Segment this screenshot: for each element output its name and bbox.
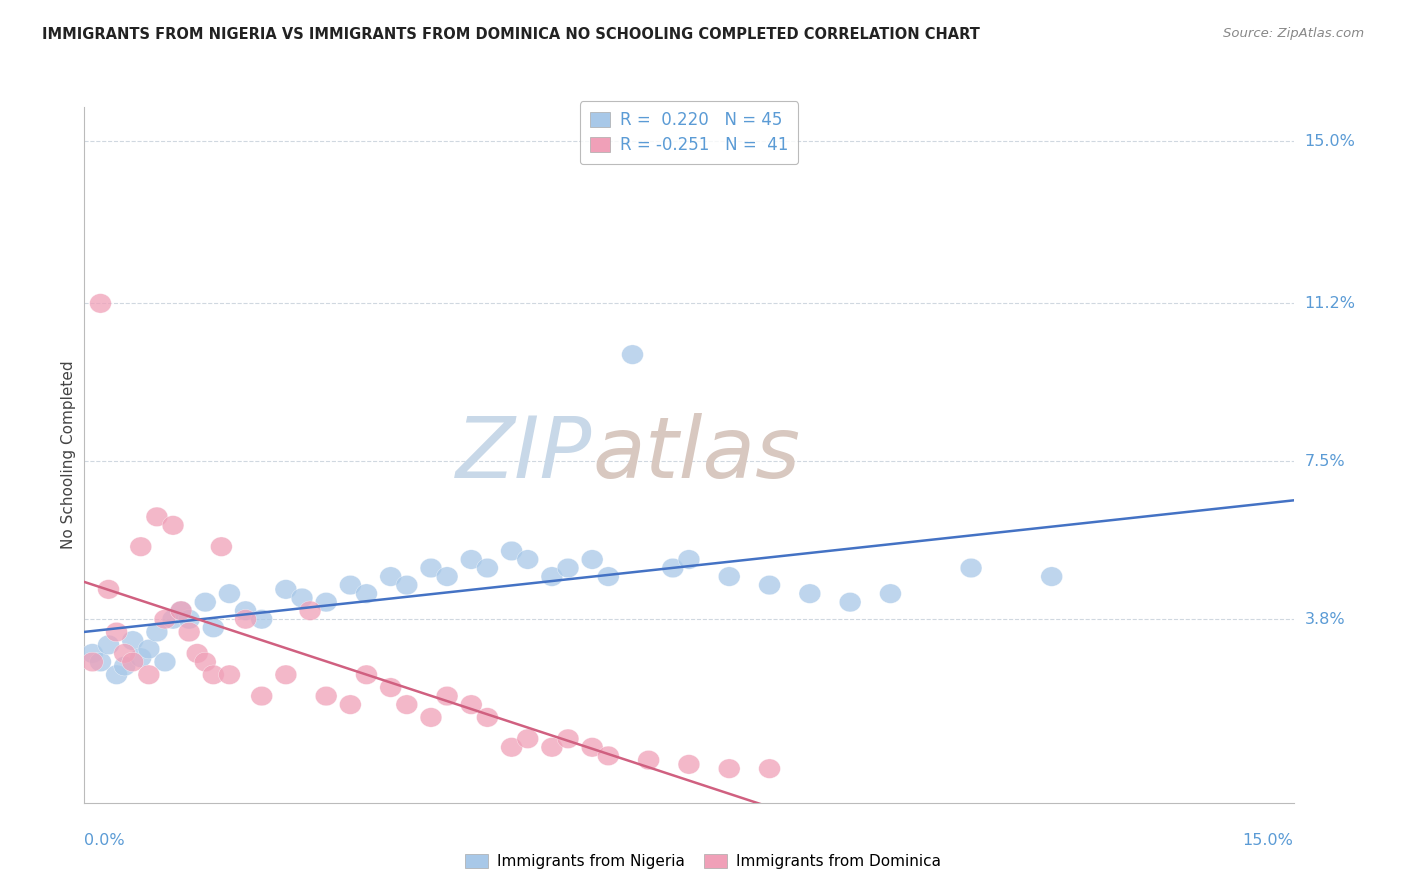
Ellipse shape [97, 635, 120, 655]
Ellipse shape [356, 584, 377, 603]
Ellipse shape [581, 738, 603, 757]
Ellipse shape [250, 686, 273, 706]
Ellipse shape [718, 566, 740, 586]
Ellipse shape [339, 575, 361, 595]
Ellipse shape [598, 746, 619, 765]
Ellipse shape [299, 601, 321, 621]
Text: 7.5%: 7.5% [1305, 454, 1346, 469]
Ellipse shape [396, 695, 418, 714]
Ellipse shape [759, 759, 780, 779]
Ellipse shape [235, 609, 256, 629]
Text: 15.0%: 15.0% [1305, 134, 1355, 149]
Ellipse shape [194, 652, 217, 672]
Text: 11.2%: 11.2% [1305, 296, 1355, 311]
Ellipse shape [122, 652, 143, 672]
Ellipse shape [460, 695, 482, 714]
Ellipse shape [202, 618, 224, 638]
Ellipse shape [155, 652, 176, 672]
Ellipse shape [517, 549, 538, 569]
Ellipse shape [960, 558, 981, 578]
Ellipse shape [105, 623, 128, 642]
Ellipse shape [129, 648, 152, 667]
Ellipse shape [718, 759, 740, 779]
Ellipse shape [202, 665, 224, 684]
Ellipse shape [678, 549, 700, 569]
Legend: Immigrants from Nigeria, Immigrants from Dominica: Immigrants from Nigeria, Immigrants from… [460, 848, 946, 875]
Ellipse shape [662, 558, 683, 578]
Ellipse shape [477, 707, 498, 727]
Ellipse shape [250, 609, 273, 629]
Text: 15.0%: 15.0% [1243, 833, 1294, 848]
Ellipse shape [315, 686, 337, 706]
Ellipse shape [420, 707, 441, 727]
Ellipse shape [557, 558, 579, 578]
Ellipse shape [82, 652, 103, 672]
Ellipse shape [1040, 566, 1063, 586]
Ellipse shape [799, 584, 821, 603]
Ellipse shape [477, 558, 498, 578]
Ellipse shape [541, 738, 562, 757]
Ellipse shape [187, 644, 208, 663]
Ellipse shape [138, 665, 160, 684]
Ellipse shape [501, 541, 523, 561]
Ellipse shape [194, 592, 217, 612]
Ellipse shape [759, 575, 780, 595]
Ellipse shape [581, 549, 603, 569]
Ellipse shape [122, 631, 143, 650]
Ellipse shape [179, 609, 200, 629]
Ellipse shape [501, 738, 523, 757]
Ellipse shape [621, 345, 644, 364]
Text: Source: ZipAtlas.com: Source: ZipAtlas.com [1223, 27, 1364, 40]
Text: 0.0%: 0.0% [84, 833, 125, 848]
Ellipse shape [235, 601, 256, 621]
Ellipse shape [420, 558, 441, 578]
Ellipse shape [380, 566, 402, 586]
Ellipse shape [170, 601, 193, 621]
Ellipse shape [460, 549, 482, 569]
Ellipse shape [170, 601, 193, 621]
Ellipse shape [82, 644, 103, 663]
Ellipse shape [880, 584, 901, 603]
Ellipse shape [276, 665, 297, 684]
Ellipse shape [598, 566, 619, 586]
Ellipse shape [436, 566, 458, 586]
Ellipse shape [339, 695, 361, 714]
Ellipse shape [638, 750, 659, 770]
Ellipse shape [211, 537, 232, 557]
Legend: R =  0.220   N = 45, R = -0.251   N =  41: R = 0.220 N = 45, R = -0.251 N = 41 [579, 102, 799, 164]
Ellipse shape [380, 678, 402, 698]
Ellipse shape [436, 686, 458, 706]
Ellipse shape [162, 516, 184, 535]
Ellipse shape [114, 657, 135, 676]
Text: IMMIGRANTS FROM NIGERIA VS IMMIGRANTS FROM DOMINICA NO SCHOOLING COMPLETED CORRE: IMMIGRANTS FROM NIGERIA VS IMMIGRANTS FR… [42, 27, 980, 42]
Ellipse shape [129, 537, 152, 557]
Text: 3.8%: 3.8% [1305, 612, 1346, 627]
Ellipse shape [678, 755, 700, 774]
Ellipse shape [146, 507, 167, 526]
Ellipse shape [356, 665, 377, 684]
Ellipse shape [90, 293, 111, 313]
Ellipse shape [90, 652, 111, 672]
Text: ZIP: ZIP [456, 413, 592, 497]
Ellipse shape [97, 580, 120, 599]
Ellipse shape [179, 623, 200, 642]
Ellipse shape [162, 609, 184, 629]
Ellipse shape [146, 623, 167, 642]
Ellipse shape [105, 665, 128, 684]
Y-axis label: No Schooling Completed: No Schooling Completed [60, 360, 76, 549]
Ellipse shape [541, 566, 562, 586]
Ellipse shape [218, 665, 240, 684]
Ellipse shape [276, 580, 297, 599]
Ellipse shape [315, 592, 337, 612]
Ellipse shape [517, 729, 538, 748]
Ellipse shape [155, 609, 176, 629]
Text: atlas: atlas [592, 413, 800, 497]
Ellipse shape [839, 592, 860, 612]
Ellipse shape [138, 640, 160, 659]
Ellipse shape [218, 584, 240, 603]
Ellipse shape [396, 575, 418, 595]
Ellipse shape [557, 729, 579, 748]
Ellipse shape [114, 644, 135, 663]
Ellipse shape [291, 588, 314, 607]
